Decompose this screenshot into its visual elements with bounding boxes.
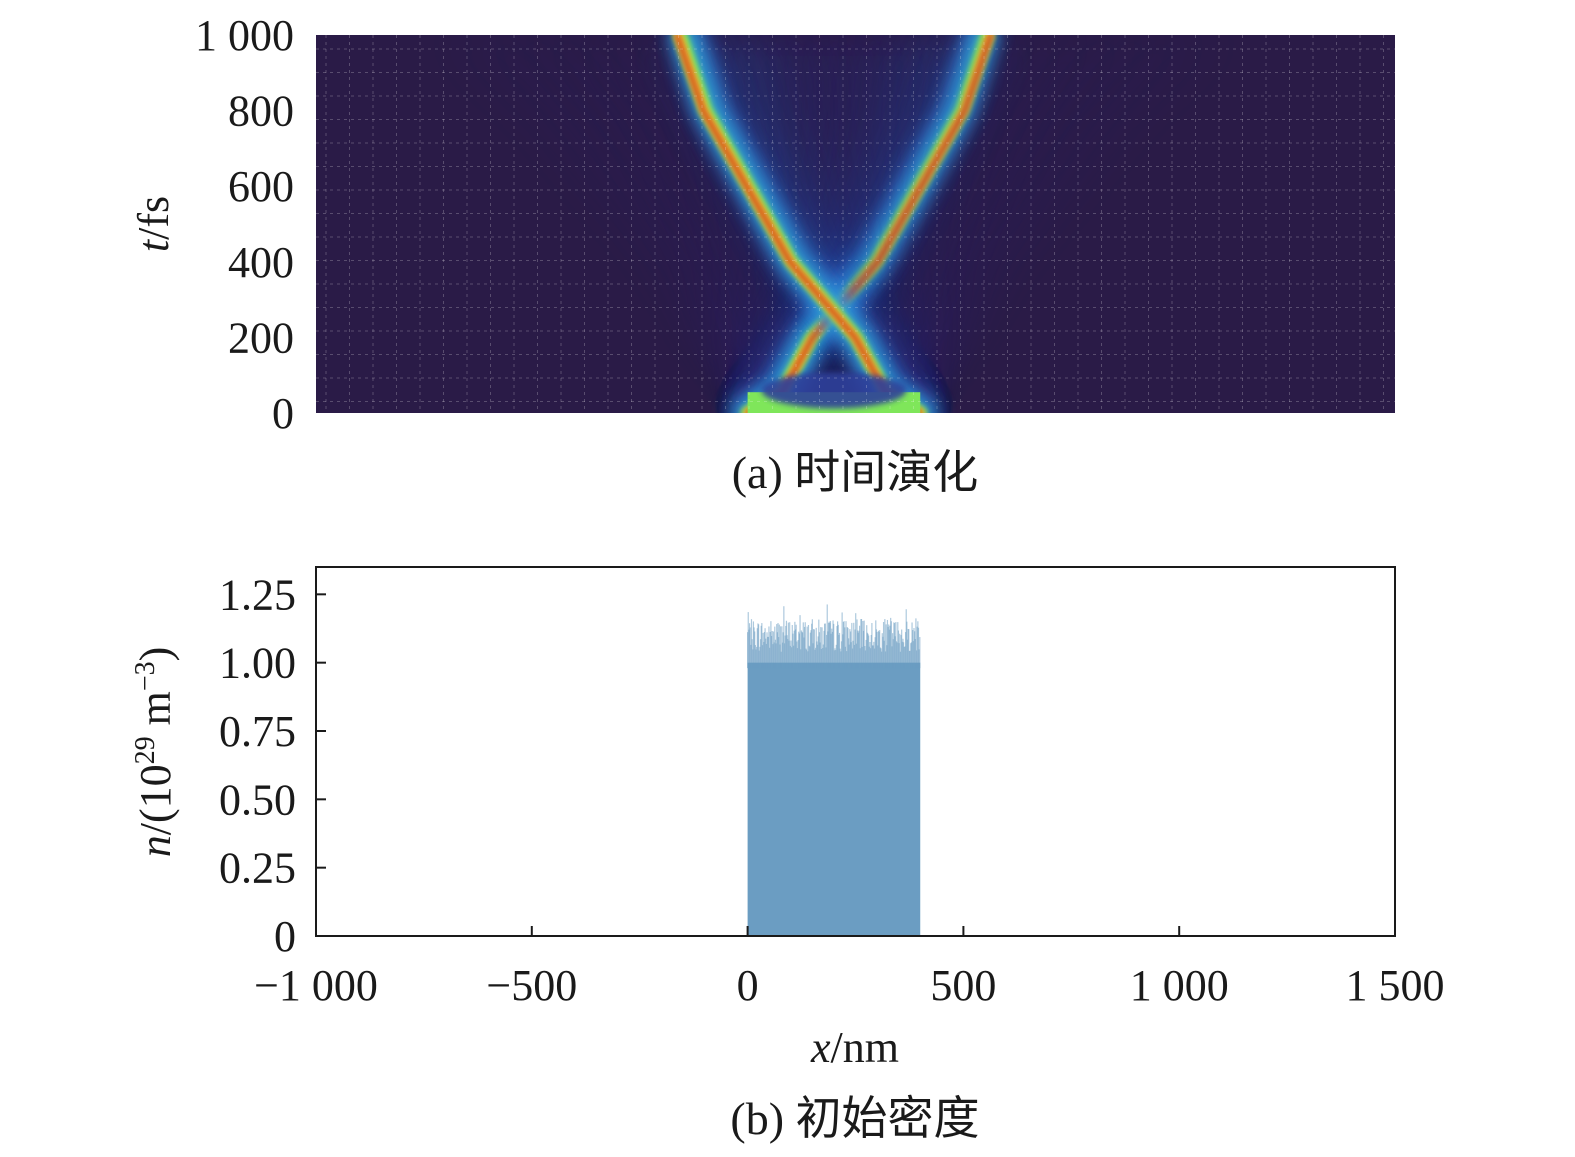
heatmap-grid: [316, 35, 1395, 413]
panel-b-x-tick-label: −1 000: [254, 961, 378, 1010]
density-bars: [746, 604, 921, 936]
slab-core: [761, 372, 907, 409]
panel-b-y-tick-label: 0.25: [219, 844, 296, 893]
panel-a-y-tick-label: 800: [228, 87, 294, 136]
panel-b-x-tick-label: 1 500: [1346, 961, 1445, 1010]
panel-b-x-tick-label: −500: [486, 961, 577, 1010]
panel-a-y-ticks: 0 200 400 600 800 1 000: [195, 11, 294, 438]
panel-b-x-ticks: −1 000 −500 0 500 1 000 1 500: [254, 926, 1445, 1010]
panel-b-y-tick-label: 0.75: [219, 707, 296, 756]
panel-b-x-axis-label: x/nm: [810, 1023, 899, 1072]
panel-b-x-tick-label: 500: [930, 961, 996, 1010]
panel-a-y-tick-label: 200: [228, 313, 294, 362]
panel-b-caption: (b) 初始密度: [730, 1093, 979, 1144]
panel-b-x-tick-label: 0: [737, 961, 759, 1010]
panel-b-x-tick-label: 1 000: [1130, 961, 1229, 1010]
panel-a-y-tick-label: 600: [228, 162, 294, 211]
panel-b-y-tick-label: 1.00: [219, 639, 296, 688]
panel-b-frame: [315, 566, 1396, 937]
panel-a-y-tick-label: 0: [272, 389, 294, 438]
heatmap-content: [450, 35, 1218, 413]
panel-a-caption: (a) 时间演化: [732, 447, 979, 498]
panel-a-y-tick-label: 1 000: [195, 11, 294, 60]
panel-b-y-tick-label: 0.50: [219, 775, 296, 824]
panel-b-y-ticks: 0 0.25 0.50 0.75 1.00 1.25: [219, 570, 326, 961]
panel-b-y-tick-label: 0: [274, 912, 296, 961]
panel-b-y-tick-label: 1.25: [219, 570, 296, 619]
panel-a-y-axis-label: t/fs: [129, 196, 178, 252]
panel-b-y-axis-label: n/(1029 m−3): [130, 647, 180, 858]
density-bar-body: [747, 662, 921, 936]
panel-b: −1 000 −500 0 500 1 000 1 500 0 0.25 0.50 0.75 1.…: [130, 566, 1445, 1144]
panel-a-y-tick-label: 400: [228, 238, 294, 287]
panel-a: 0 200 400 600 800 1 000 t/fs (a) 时间演化: [129, 11, 1395, 498]
